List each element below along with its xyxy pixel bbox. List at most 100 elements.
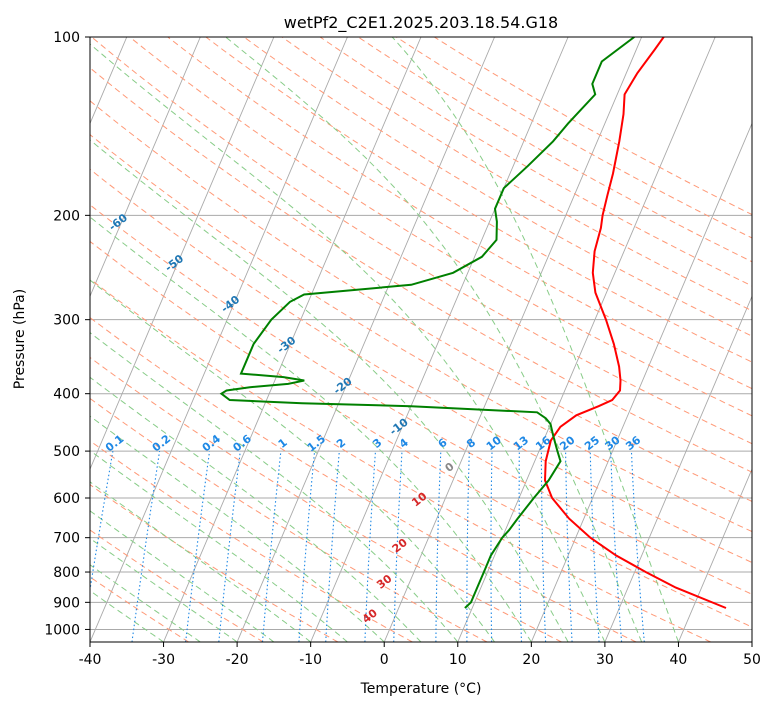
x-tick-label: 30 (596, 652, 614, 668)
y-axis-ticks: 100 200 300 400 500 600 700 800 900 1000 (44, 30, 90, 638)
x-tick-label: 0 (380, 652, 389, 668)
moist-adiabat-line (90, 510, 275, 642)
mixing-ratio-line (565, 451, 573, 642)
x-tick-label: -30 (152, 652, 175, 668)
y-tick-label: 700 (53, 531, 80, 547)
chart-title: wetPf2_C2E1.2025.203.18.54.G18 (284, 13, 558, 33)
mixing-ratio-line (298, 451, 316, 642)
x-tick-label: -10 (299, 652, 322, 668)
background-lines (90, 37, 752, 642)
moist-adiabat-line (225, 37, 643, 642)
mixing-ratio-line (490, 451, 493, 642)
y-axis-label: Pressure (hPa) (12, 289, 28, 389)
y-tick-label: 600 (53, 491, 80, 507)
moist-adiabat-line (90, 139, 569, 642)
isotherm-line (90, 37, 348, 642)
temperature-line (543, 37, 727, 609)
y-tick-label: 300 (53, 313, 80, 329)
moist-adiabat-label: 30 (374, 572, 394, 592)
mixing-ratio-line (218, 451, 241, 642)
x-axis-ticks: -40 -30 -20 -10 0 10 20 30 40 50 (79, 642, 761, 668)
dry-adiabat-line (396, 37, 752, 239)
moist-adiabat-line (90, 279, 495, 642)
profile-series (219, 37, 727, 609)
mixing-ratio-line (630, 451, 645, 642)
isotherm-line (236, 37, 495, 642)
moist-adiabat-line (90, 537, 238, 642)
dry-adiabat-line (243, 37, 752, 337)
isotherm-line (90, 37, 275, 471)
mixing-ratio-label: 20 (557, 433, 577, 453)
dry-adiabat-line (90, 484, 339, 642)
dry-adiabat-line (90, 134, 752, 533)
moist-adiabat-label: 10 (409, 489, 429, 509)
mixing-ratio-line (261, 451, 282, 642)
mixing-ratio-label: 2 (334, 436, 348, 451)
y-tick-label: 100 (53, 30, 80, 46)
mixing-ratio-label: 6 (436, 436, 450, 451)
y-tick-label: 400 (53, 387, 80, 403)
dry-adiabat-line (90, 278, 712, 642)
dry-adiabat-line (90, 168, 752, 564)
mixing-ratio-label: 10 (484, 433, 504, 453)
x-axis-label: Temperature (°C) (360, 681, 482, 697)
moist-adiabat-line (90, 216, 532, 642)
mixing-ratio-line (435, 451, 442, 642)
moist-adiabat-line (90, 415, 385, 642)
mixing-ratio-label: 13 (511, 434, 531, 454)
mixing-ratio-line (131, 451, 161, 642)
moist-adiabat-line (90, 590, 164, 642)
isotherm-line (457, 37, 716, 642)
dry-adiabat-line (90, 204, 752, 595)
isotherm-line (530, 122, 752, 642)
dry-adiabat-line (129, 37, 752, 417)
dry-adiabat-line (90, 100, 752, 503)
adiabat-label: -70 (50, 170, 74, 193)
moist-adiabat-line (391, 37, 679, 642)
x-tick-label: -40 (79, 652, 102, 668)
y-tick-label: 1000 (44, 622, 80, 638)
x-tick-label: 10 (449, 652, 467, 668)
dry-adiabat-line (90, 240, 752, 628)
dry-adiabat-line (281, 37, 752, 312)
plot-frame (89, 36, 753, 643)
adiabat-label: -40 (219, 293, 243, 316)
y-tick-label: 900 (53, 595, 80, 611)
dry-adiabat-line (90, 317, 637, 642)
mixing-ratio-label: 36 (623, 433, 643, 453)
mixing-ratio-label: 1 (276, 436, 290, 451)
dry-adiabat-line (90, 397, 488, 642)
adiabat-label: -10 (387, 415, 411, 438)
mixing-ratio-label: 4 (397, 436, 411, 451)
mixing-ratio-line (518, 451, 523, 642)
x-tick-label: 20 (522, 652, 540, 668)
y-tick-label: 800 (53, 565, 80, 581)
adiabat-label: -50 (162, 252, 186, 275)
moist-adiabat-line (90, 449, 348, 642)
dry-adiabat-line (90, 529, 264, 642)
dewpoint-line (219, 37, 635, 609)
isotherm-line (678, 467, 752, 642)
x-tick-label: 50 (743, 652, 761, 668)
y-tick-label: 500 (53, 444, 80, 460)
dry-adiabat-line (90, 576, 189, 642)
isotherm-line (383, 37, 643, 642)
dry-adiabat-line (357, 37, 752, 263)
x-tick-label: 40 (670, 652, 688, 668)
dry-adiabat-line (319, 37, 752, 287)
adiabat-label: -80 (0, 129, 18, 152)
moist-adiabat-line (90, 564, 201, 642)
dry-adiabat-line (90, 356, 562, 642)
adiabat-label: -30 (275, 334, 299, 357)
mixing-ratio-label: 3 (370, 436, 384, 451)
dry-adiabat-line (434, 37, 752, 216)
moist-adiabat-line (90, 481, 311, 642)
x-tick-label: -20 (226, 652, 249, 668)
moist-adiabat-line (90, 376, 422, 642)
isotherm-line (604, 295, 752, 642)
dry-adiabat-line (90, 440, 413, 642)
dry-adiabat-line (167, 37, 752, 390)
isotherm-line (751, 640, 752, 642)
isotherm-line (163, 37, 422, 642)
